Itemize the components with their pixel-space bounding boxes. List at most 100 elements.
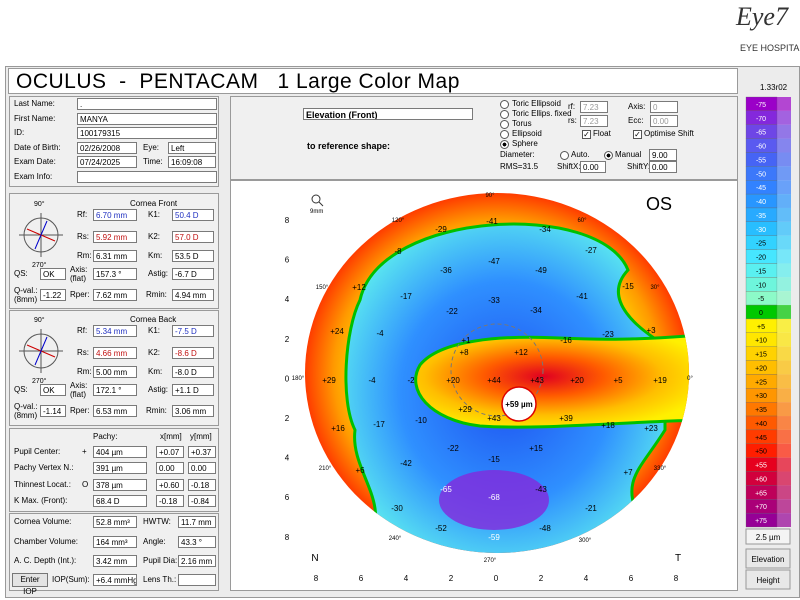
field-value: 172.1 °: [93, 384, 137, 396]
y-tick-label: 2: [285, 335, 290, 344]
x-tick-label: 6: [629, 574, 634, 583]
field-label: K1:: [148, 326, 161, 335]
angle-label: 270°: [484, 558, 497, 564]
diagram-label: 270°: [32, 378, 47, 385]
scale-mode-label[interactable]: Height: [756, 576, 780, 585]
field-label: Astig:: [148, 269, 169, 278]
field-label: Rf:: [77, 326, 88, 335]
version: 1.33r02: [760, 83, 788, 92]
elevation-value: -27: [585, 246, 597, 255]
column-header: x[mm]: [160, 432, 182, 441]
elevation-value: -29: [435, 225, 447, 234]
elevation-value: -8: [394, 247, 402, 256]
check-label: Float: [593, 129, 611, 138]
field-value: 07/24/2025: [77, 156, 137, 168]
angle-label: 180°: [292, 376, 305, 382]
elevation-value: -15: [488, 455, 500, 464]
param-value: 7.23: [580, 115, 608, 127]
field-value: 157.3 °: [93, 268, 137, 280]
elevation-value: -49: [535, 266, 547, 275]
eye-label: OS: [646, 194, 672, 214]
scale-swatch: [777, 402, 791, 417]
scale-label: +45: [755, 435, 767, 442]
float-check[interactable]: ✓: [582, 130, 591, 139]
elevation-value: -17: [400, 292, 412, 301]
field-value: 5.00 mm: [93, 366, 137, 378]
elevation-value: -65: [440, 485, 452, 494]
field-value: 164 mm³: [93, 536, 137, 548]
elevation-value: +18: [601, 421, 615, 430]
scale-mode-button[interactable]: [745, 548, 791, 569]
shape-radio[interactable]: [500, 140, 509, 149]
scale-swatch: [777, 332, 791, 347]
elevation-value: -4: [376, 329, 384, 338]
map-type-dropdown[interactable]: Elevation (Front): [303, 108, 473, 120]
elevation-value: +3: [646, 326, 656, 335]
title: OCULUS - PENTACAM 1 Large Color Map: [16, 70, 460, 93]
field-value: -8.6 D: [172, 347, 214, 359]
elevation-value: +5: [613, 376, 623, 385]
elevation-value: -30: [391, 504, 403, 513]
field-label: First Name:: [14, 114, 56, 123]
shape-label: Ellipsoid: [512, 129, 542, 138]
row-label: Pachy Vertex N.:: [14, 463, 74, 473]
shape-radio[interactable]: [500, 130, 509, 139]
diameter-label: Diameter:: [500, 150, 535, 159]
field-value: 2.16 mm: [178, 555, 216, 567]
x-tick-label: 4: [584, 574, 589, 583]
field-value: OK: [40, 384, 66, 396]
param-label: rs:: [568, 116, 577, 125]
field-value: -8.0 D: [172, 366, 214, 378]
scale-label: -70: [756, 116, 766, 123]
field-label: Angle:: [143, 537, 166, 546]
elevation-value: +7: [623, 468, 633, 477]
param-value: 0.00: [650, 115, 678, 127]
shape-radio[interactable]: [500, 100, 509, 109]
y-tick-label: 4: [285, 454, 290, 463]
scale-label: -65: [756, 130, 766, 137]
shape-label: Toric Ellipsoid: [512, 99, 561, 108]
field-value: 4.66 mm: [93, 347, 137, 359]
scale-mode-button[interactable]: [745, 569, 791, 590]
elevation-value: -34: [539, 225, 551, 234]
field-label: (flat): [70, 274, 86, 283]
elevation-value: -36: [440, 266, 452, 275]
optimise-check[interactable]: ✓: [633, 130, 642, 139]
field-label: K1:: [148, 210, 161, 219]
shape-radio[interactable]: [500, 110, 509, 119]
elevation-value: +24: [330, 327, 344, 336]
field-value: [178, 574, 216, 586]
field-value: 6.53 mm: [93, 405, 137, 417]
auto-radio[interactable]: [560, 151, 569, 160]
scale-mode-label[interactable]: Elevation: [752, 555, 785, 564]
y-tick-label: 6: [285, 493, 290, 502]
field-label: (8mm): [14, 295, 38, 304]
scale-swatch: [777, 152, 791, 167]
row-value: 378 µm: [93, 478, 147, 491]
reference-label: to reference shape:: [307, 141, 391, 151]
enter-iop-button[interactable]: Enter IOP: [12, 573, 48, 596]
manual-radio[interactable]: [604, 151, 613, 160]
field-label: Q-val.:: [14, 402, 38, 411]
x-tick-label: 2: [539, 574, 544, 583]
elevation-value: -22: [446, 307, 458, 316]
elevation-value: -34: [530, 306, 542, 315]
field-label: Rmin:: [146, 406, 167, 415]
shape-label: Sphere: [512, 139, 538, 148]
scale-label: -10: [756, 282, 766, 289]
field-label: Time:: [143, 157, 163, 166]
field-label: Chamber Volume:: [14, 537, 79, 546]
scale-swatch: [777, 207, 791, 222]
field-label: Pupil Dia:: [143, 556, 178, 565]
scale-label: -55: [756, 157, 766, 164]
y-tick-label: 6: [285, 256, 290, 265]
low-region: [439, 470, 549, 530]
field-value: 57.0 D: [172, 231, 214, 243]
shape-radio[interactable]: [500, 120, 509, 129]
logo-sub: EYE HOSPITALS: [740, 43, 800, 53]
scale-swatch: [777, 291, 791, 306]
zoom-label: 9mm: [310, 209, 323, 215]
elevation-value: +29: [458, 405, 472, 414]
max-label: +59 µm: [505, 400, 533, 409]
column-header: Pachy:: [93, 432, 118, 441]
